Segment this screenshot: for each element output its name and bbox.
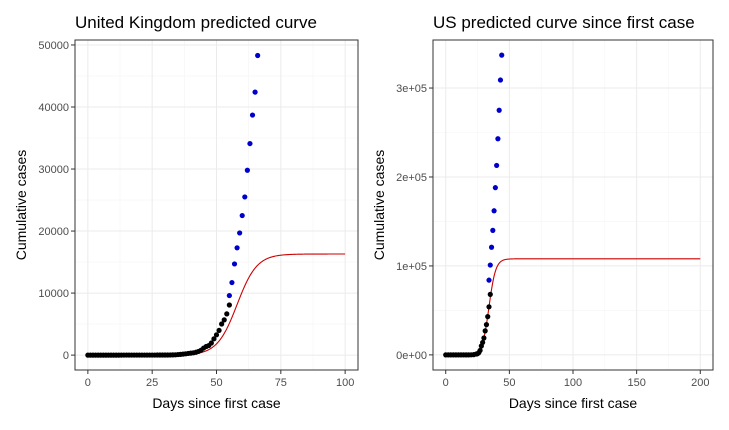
- projected-point: [487, 262, 493, 268]
- projected-point: [242, 194, 248, 200]
- plot-area: [85, 52, 346, 358]
- y-tick-label: 0e+00: [396, 350, 427, 362]
- x-tick-label: 75: [275, 377, 287, 389]
- projected-point: [492, 185, 498, 191]
- y-tick-label: 30000: [38, 164, 69, 176]
- projected-point: [495, 136, 501, 142]
- observed-point: [485, 314, 491, 320]
- projected-point: [226, 292, 232, 299]
- x-tick-label: 25: [146, 377, 158, 389]
- y-axis-title: Cumulative cases: [13, 150, 29, 261]
- chart-title: United Kingdom predicted curve: [75, 13, 317, 32]
- y-tick-label: 40000: [38, 102, 69, 114]
- projected-point: [247, 140, 253, 147]
- x-tick-label: 50: [503, 377, 515, 389]
- observed-point: [481, 335, 487, 341]
- chart-panel-2: 0 50 100 150 200 0e+00 1e+05 2e+05 3e+05 US predi…: [371, 13, 714, 411]
- observed-point: [477, 347, 483, 354]
- observed-point: [221, 317, 227, 323]
- projected-point: [499, 52, 505, 58]
- projected-point: [497, 77, 504, 83]
- chart-title: US predicted curve since first case: [433, 13, 695, 32]
- projected-point: [231, 261, 238, 267]
- projected-point: [486, 277, 492, 283]
- y-tick-label: 10000: [38, 288, 69, 300]
- projected-point: [496, 107, 502, 113]
- observed-point: [208, 340, 214, 346]
- y-tick-label: 50000: [38, 40, 69, 52]
- observed-point: [483, 322, 490, 328]
- observed-point: [480, 339, 486, 346]
- projected-point: [229, 279, 235, 286]
- x-axis-title: Days since first case: [509, 395, 638, 411]
- observed-point: [487, 291, 493, 297]
- projected-point: [234, 245, 240, 251]
- projected-point: [494, 162, 500, 169]
- projected-point: [255, 52, 261, 59]
- projected-point: [491, 208, 497, 214]
- y-tick-label: 1e+05: [396, 261, 427, 273]
- y-tick-label: 0: [63, 350, 69, 362]
- x-tick-label: 200: [691, 377, 709, 389]
- observed-point: [224, 311, 230, 317]
- x-tick-label: 100: [564, 377, 582, 389]
- y-tick-label: 2e+05: [396, 172, 427, 184]
- chart-panel-1: 0 25 50 75 100 0 10000 20000 30000 40000 50000 Unit…: [13, 13, 359, 411]
- projected-point: [249, 112, 256, 118]
- observed-point: [482, 328, 488, 334]
- observed-point: [219, 321, 225, 327]
- projected-point: [244, 167, 250, 173]
- observed-point: [213, 332, 220, 338]
- y-tick-label: 20000: [38, 226, 69, 238]
- x-tick-label: 0: [443, 377, 449, 389]
- x-axis-title: Days since first case: [152, 395, 281, 411]
- observed-point: [216, 327, 222, 334]
- observed-point: [226, 302, 232, 308]
- x-tick-label: 100: [336, 377, 354, 389]
- plot-area: [443, 52, 701, 358]
- x-tick-label: 150: [627, 377, 645, 389]
- projected-point: [488, 244, 495, 250]
- projected-point: [252, 89, 258, 95]
- projected-point: [237, 230, 243, 236]
- projected-point: [490, 227, 496, 233]
- x-tick-label: 50: [210, 377, 222, 389]
- projected-point: [239, 212, 245, 219]
- y-tick-label: 3e+05: [396, 83, 427, 95]
- observed-point: [486, 304, 492, 310]
- fitted-curve-line: [445, 258, 701, 356]
- observed-point: [211, 336, 217, 342]
- x-tick-label: 0: [85, 377, 91, 389]
- y-axis-title: Cumulative cases: [371, 150, 387, 261]
